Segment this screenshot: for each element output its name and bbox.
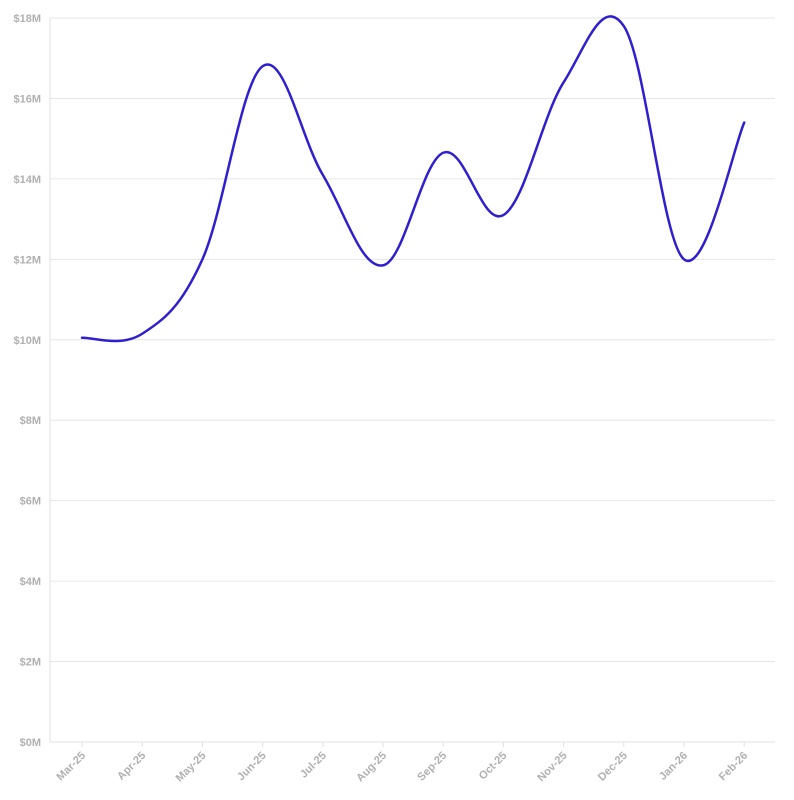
x-tick-label: Mar-25 [55, 750, 89, 784]
y-tick-label: $12M [13, 254, 41, 266]
y-tick-label: $18M [13, 13, 41, 25]
y-tick-label: $10M [13, 335, 41, 347]
x-tick-label: Jul-25 [298, 750, 329, 781]
x-tick-label: Nov-25 [535, 750, 569, 784]
y-tick-label: $6M [20, 496, 41, 508]
y-tick-label: $2M [20, 657, 41, 669]
x-tick-label: Apr-25 [115, 750, 148, 783]
x-tick-label: Oct-25 [477, 750, 510, 783]
x-tick-label: Dec-25 [596, 750, 630, 784]
x-tick-label: May-25 [174, 750, 209, 785]
x-tick-label: Jan-26 [657, 750, 690, 783]
y-tick-label: $14M [13, 174, 41, 186]
x-tick-label: Sep-25 [415, 750, 449, 784]
y-tick-label: $8M [20, 415, 41, 427]
x-tick-label: Jun-25 [235, 750, 269, 784]
y-tick-label: $4M [20, 576, 41, 588]
y-tick-label: $16M [13, 93, 41, 105]
x-tick-label: Aug-25 [354, 750, 389, 785]
y-tick-label: $0M [20, 737, 41, 749]
series-line [80, 15, 746, 343]
x-tick-label: Feb-26 [717, 750, 751, 784]
